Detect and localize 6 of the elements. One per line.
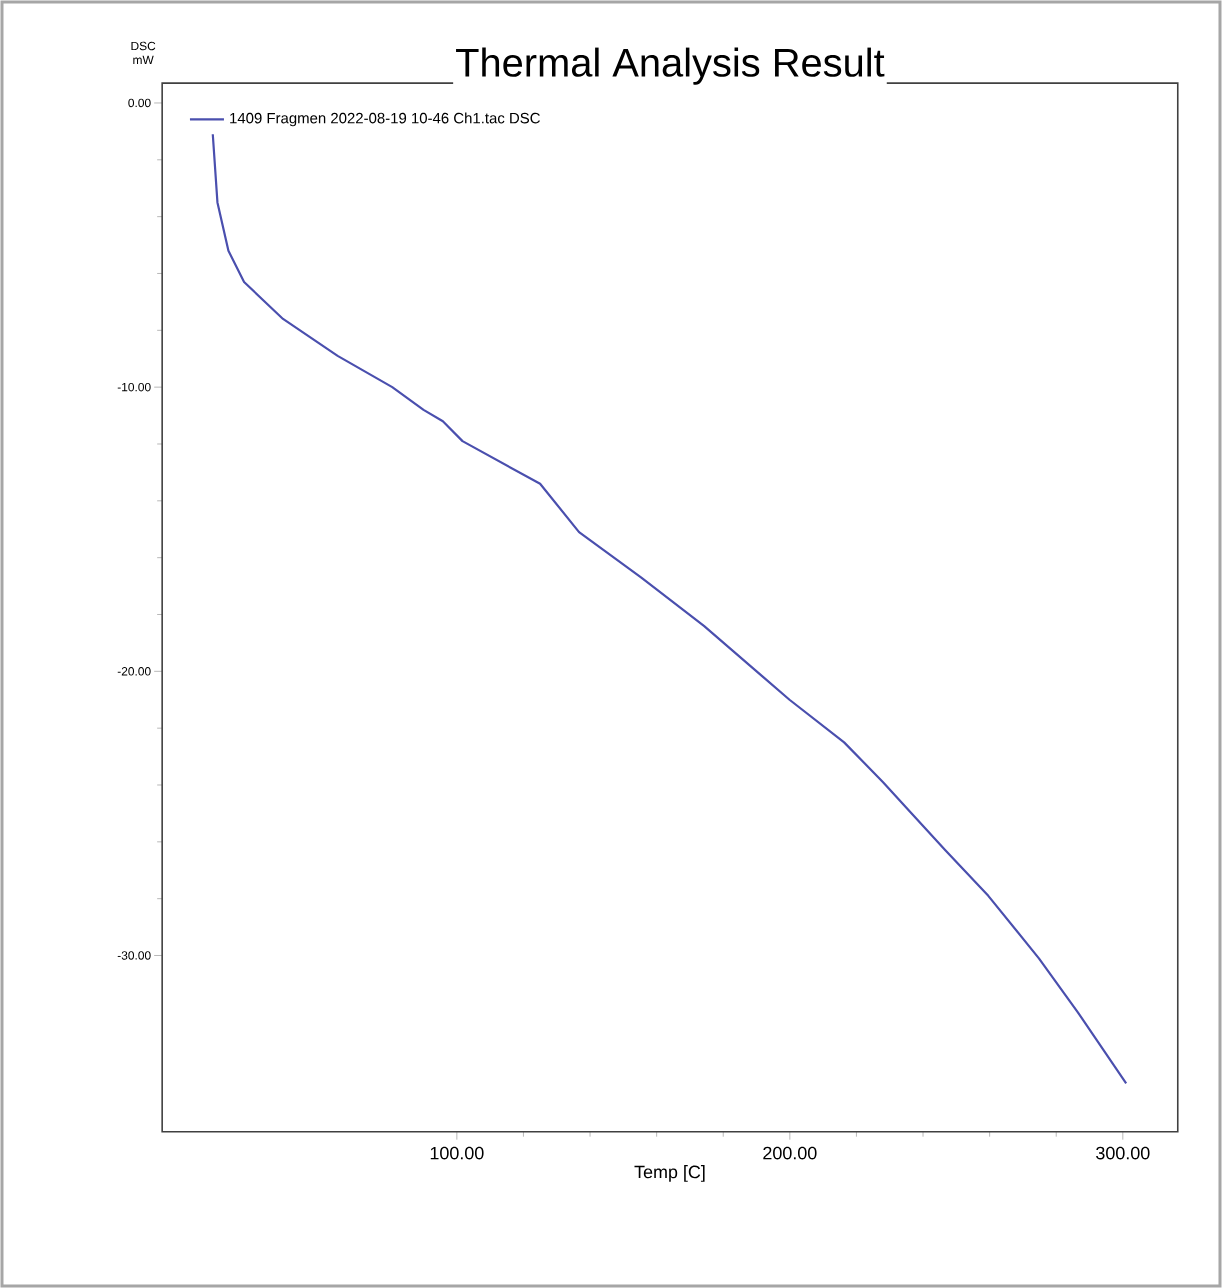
line-series (211, 133, 1128, 1085)
chart-title: Thermal Analysis Result (456, 47, 885, 85)
x-tick-label: 200.00 (763, 1146, 817, 1160)
x-tick-label: 100.00 (430, 1146, 484, 1160)
x-tick-label: 300.00 (1096, 1146, 1150, 1160)
x-axis-title: Temp [C] (634, 1165, 705, 1182)
